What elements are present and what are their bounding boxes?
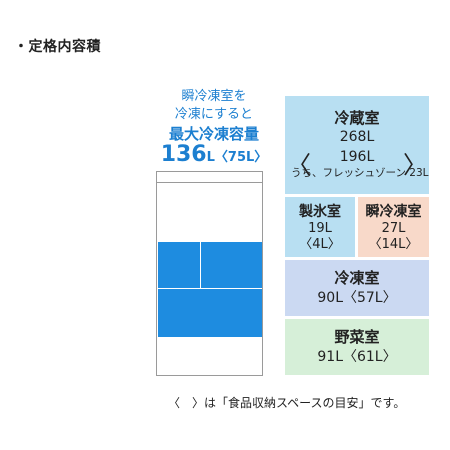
- refrigerator-diagram: [156, 171, 263, 376]
- compartment-volume: 90L〈57L〉: [317, 290, 397, 306]
- fridge-compartment-divider: [200, 242, 201, 288]
- compartment-name: 瞬冷凍室: [365, 204, 422, 220]
- callout-heading: 最大冷凍容量: [168, 125, 259, 143]
- callout-capacity-unit: L: [206, 150, 215, 165]
- compartment-name: 冷蔵室: [334, 109, 380, 127]
- callout-capacity-value: 136: [160, 142, 207, 167]
- compartment-volume: 268L: [339, 129, 375, 145]
- food-storage-estimate: 〈 196L うち、フレッシュゾーン 23L 〉: [287, 148, 429, 180]
- callout-capacity: 136L〈75L〉: [150, 144, 278, 169]
- compartment-volume: 19L: [308, 221, 332, 236]
- ice-maker-compartment-box: 製氷室 19L 〈4L〉: [285, 197, 355, 257]
- food-storage-volume: 〈4L〉: [299, 237, 341, 252]
- fridge-ice-compartment: [158, 242, 200, 288]
- bracket-right: 〉: [403, 151, 427, 179]
- section-title: ・定格内容積: [14, 39, 101, 55]
- food-storage-volume: 196L: [339, 149, 375, 165]
- fresh-zone-note: うち、フレッシュゾーン 23L: [291, 167, 429, 179]
- refrigerator-compartment-box: 冷蔵室 268L 〈 196L うち、フレッシュゾーン 23L 〉: [285, 96, 429, 194]
- bracket-left: 〈: [287, 151, 311, 179]
- freezer-capacity-callout: 瞬冷凍室を 冷凍にすると 最大冷凍容量 136L〈75L〉: [150, 88, 278, 169]
- compartment-volume: 91L〈61L〉: [317, 349, 397, 365]
- compartment-name: 製氷室: [299, 204, 341, 220]
- fridge-freezer-compartment: [158, 289, 262, 337]
- vegetable-compartment-box: 野菜室 91L〈61L〉: [285, 319, 429, 375]
- compartment-name: 冷凍室: [334, 269, 380, 287]
- food-storage-volume: 〈14L〉: [368, 237, 419, 252]
- fridge-top-divider: [157, 182, 262, 183]
- callout-line-1: 瞬冷凍室を: [181, 89, 247, 104]
- freezer-compartment-box: 冷凍室 90L〈57L〉: [285, 260, 429, 316]
- fridge-quick-freeze-compartment: [201, 242, 262, 288]
- compartment-volume: 27L: [381, 221, 406, 236]
- callout-line-2: 冷凍にすると: [174, 107, 254, 122]
- quick-freeze-compartment-box: 瞬冷凍室 27L 〈14L〉: [358, 197, 429, 257]
- footnote: 〈 〉は「食品収納スペースの目安」です。: [168, 396, 406, 410]
- compartment-name: 野菜室: [334, 328, 380, 346]
- callout-capacity-food: 〈75L〉: [214, 150, 268, 165]
